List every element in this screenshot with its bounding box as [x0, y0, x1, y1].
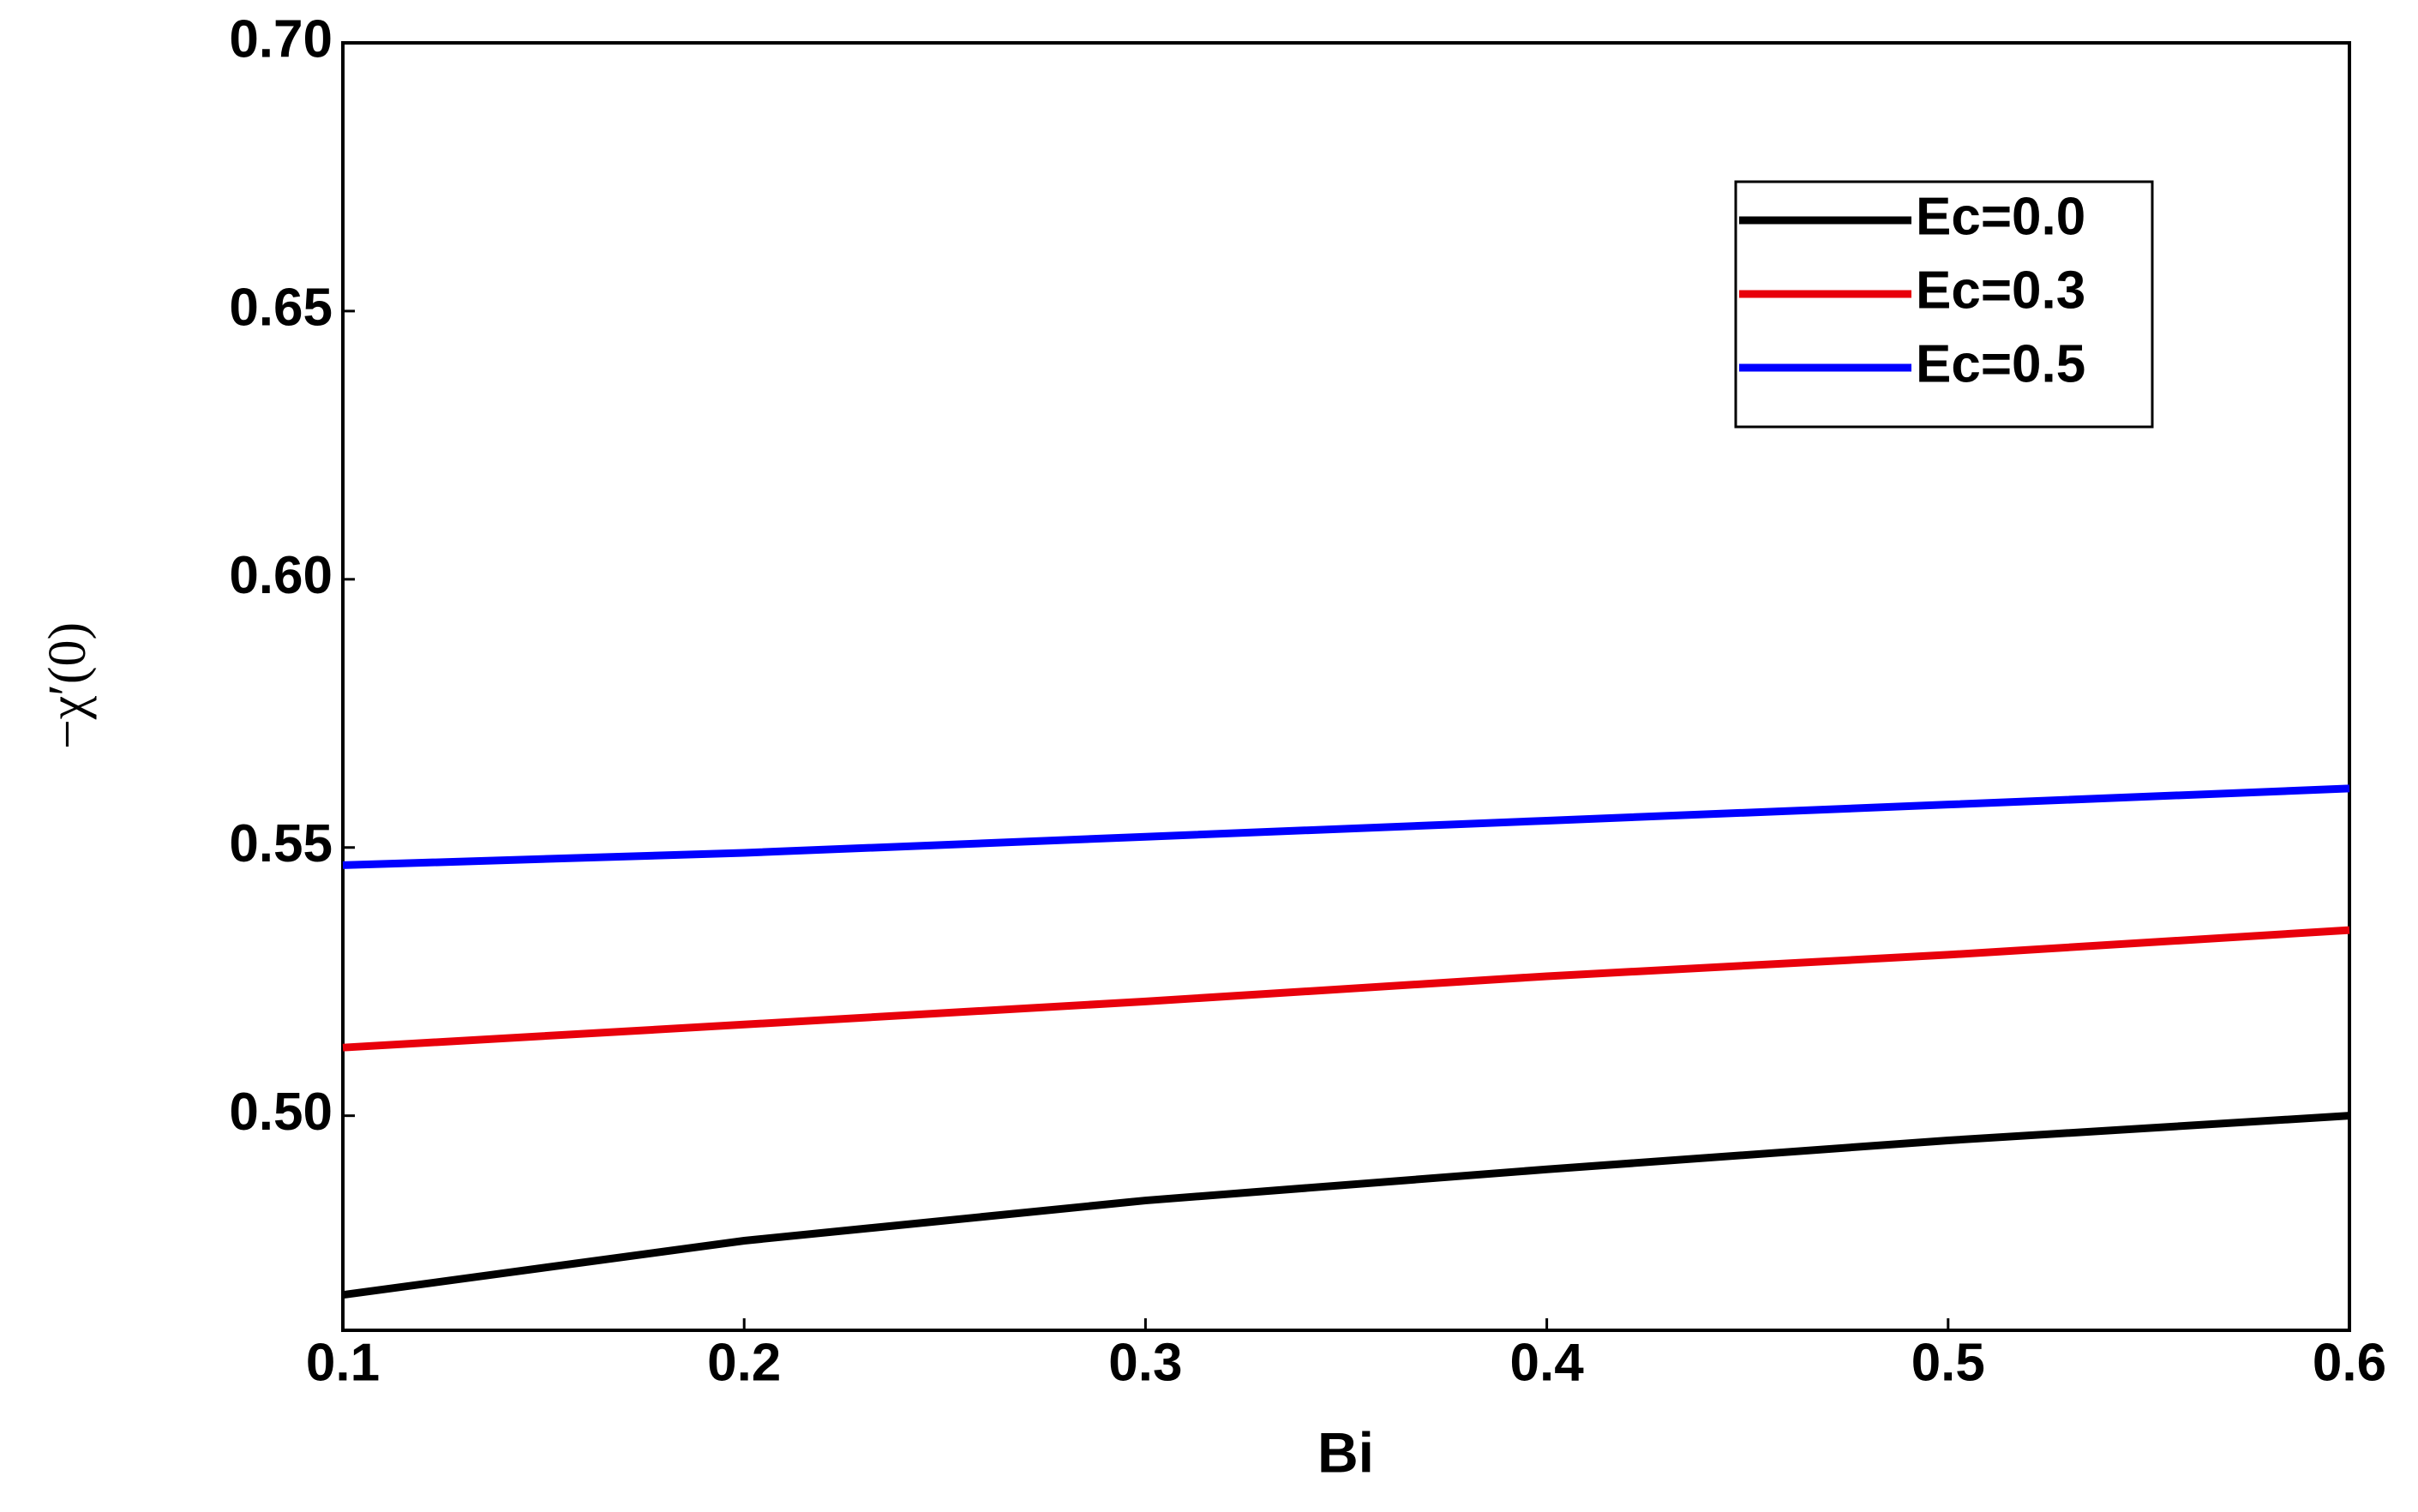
data-line [342, 926, 2350, 1052]
y-tick-label: 0.55 [229, 814, 333, 873]
legend-label: Ec=0.3 [1916, 261, 2085, 320]
data-line [342, 1112, 2350, 1299]
x-tick-label: 0.5 [1911, 1333, 1985, 1392]
legend-label: Ec=0.5 [1916, 334, 2085, 393]
x-tick-label: 0.1 [306, 1333, 380, 1392]
y-tick-label: 0.50 [229, 1083, 333, 1142]
y-tick-label: 0.65 [229, 278, 333, 337]
plot-frame [341, 41, 2351, 1332]
x-axis-label: Bi [1317, 1420, 1374, 1484]
y-tick-label: 0.60 [229, 546, 333, 605]
y-tick-label: 0.70 [229, 9, 333, 69]
x-tick-label: 0.4 [1509, 1333, 1584, 1392]
x-tick-label: 0.6 [2313, 1333, 2386, 1392]
x-tick-label: 0.3 [1108, 1333, 1182, 1392]
legend-label: Ec=0.0 [1916, 187, 2085, 246]
y-axis-label: −χ′(0) [39, 622, 97, 749]
data-line [342, 784, 2350, 869]
x-tick-label: 0.2 [707, 1333, 781, 1392]
